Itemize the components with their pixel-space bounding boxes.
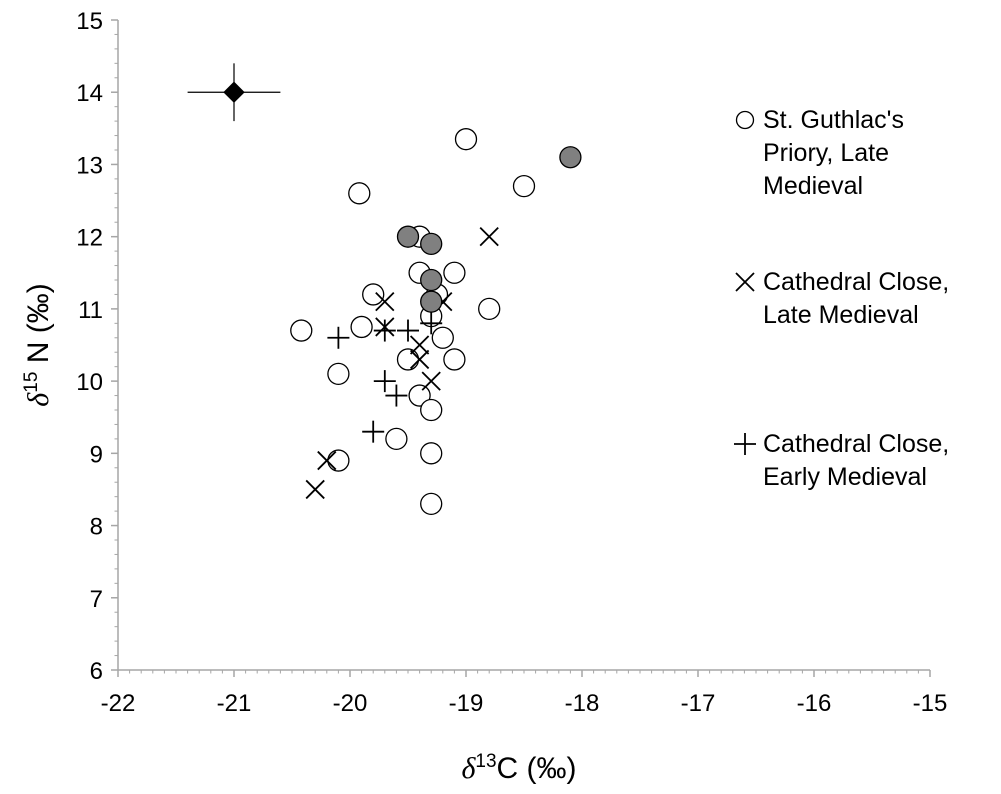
data-point <box>409 349 430 370</box>
x-stroke <box>735 272 755 292</box>
x-tick-label: -21 <box>217 690 252 717</box>
y-tick-label: 7 <box>90 586 103 613</box>
y-tick-label: 11 <box>78 297 103 324</box>
data-point <box>350 315 373 339</box>
x-stroke <box>317 450 337 471</box>
y-tick-label: 12 <box>76 225 103 252</box>
x-axis-title: δ13C (‰) <box>461 751 576 785</box>
x-tick-label: -19 <box>449 690 484 717</box>
data-point <box>559 146 582 169</box>
legend-label: Early Medieval <box>763 463 927 491</box>
data-point <box>375 292 395 312</box>
legend-label: St. Guthlac's <box>763 106 904 134</box>
legend-label: Cathedral Close, <box>763 268 949 296</box>
x-stroke <box>375 292 395 312</box>
data-point <box>385 427 408 451</box>
data-point <box>327 449 350 472</box>
x-stroke <box>409 349 430 370</box>
x-tick-label: -18 <box>565 690 600 717</box>
data-point <box>420 398 443 422</box>
legend: St. Guthlac's Priory, Late Medieval Cathedr… <box>734 106 949 491</box>
data-point <box>443 348 466 371</box>
data-point <box>421 371 441 391</box>
data-point <box>454 128 478 151</box>
axes: -22 -21 -20 -19 -18 -17 -16 -15 6 7 8 9 10 11 12 13 14 15 <box>76 8 947 717</box>
y-axis-title: δ15 N (‰) <box>21 283 55 406</box>
series-diamond-filled <box>187 63 281 122</box>
y-tick-label: 10 <box>76 369 103 396</box>
legend-label: Cathedral Close, <box>763 430 949 458</box>
x-tick-label: -17 <box>681 690 716 717</box>
data-point <box>373 319 396 342</box>
x-tick-label: -22 <box>101 690 136 717</box>
data-point <box>420 290 443 313</box>
legend-entry: Cathedral Close, Late Medieval <box>735 268 949 329</box>
data-point <box>420 232 443 256</box>
data-point <box>396 225 420 248</box>
x-tick-label: -15 <box>913 690 948 717</box>
data-point <box>327 362 350 386</box>
data-point <box>385 384 408 407</box>
data-point <box>408 384 431 407</box>
legend-marker <box>735 272 755 292</box>
data-point <box>223 81 245 103</box>
x-stroke <box>421 371 441 391</box>
legend-label: Late Medieval <box>763 301 919 329</box>
data-point <box>348 182 371 205</box>
data-point <box>420 268 443 292</box>
legend-entry: Cathedral Close, Early Medieval <box>734 430 949 491</box>
data-marks <box>187 63 582 516</box>
data-point <box>420 492 443 516</box>
legend-marker <box>735 110 755 130</box>
legend-label: Medieval <box>763 172 863 200</box>
data-point <box>409 335 430 355</box>
data-point <box>290 319 313 342</box>
data-point <box>420 442 443 465</box>
y-tick-label: 6 <box>90 658 103 685</box>
legend-entry: St. Guthlac's Priory, Late Medieval <box>735 106 904 200</box>
series-circle-open <box>290 128 536 516</box>
data-point <box>443 261 466 284</box>
x-stroke <box>479 227 499 247</box>
data-point <box>396 348 420 371</box>
y-tick-label: 14 <box>76 80 103 107</box>
data-point <box>305 479 325 500</box>
series-plus <box>327 312 443 443</box>
data-point <box>512 174 536 198</box>
y-tick-label: 9 <box>90 441 103 468</box>
data-point <box>362 283 385 306</box>
y-tick-label: 15 <box>76 8 103 35</box>
data-point <box>431 326 454 349</box>
series-circle-filled <box>396 146 582 313</box>
data-point <box>420 312 443 335</box>
data-point <box>397 319 419 342</box>
x-stroke <box>409 335 430 355</box>
y-tick-label: 13 <box>76 152 103 179</box>
legend-marker <box>734 433 756 455</box>
x-stroke <box>305 479 325 500</box>
y-tick-label: 8 <box>90 514 103 541</box>
data-point <box>327 326 350 349</box>
legend-label: Priory, Late <box>763 139 889 167</box>
data-point <box>478 297 501 321</box>
data-point <box>373 370 396 393</box>
x-tick-label: -16 <box>797 690 832 717</box>
x-tick-label: -20 <box>333 690 368 717</box>
data-point <box>479 227 499 247</box>
data-point <box>317 450 337 471</box>
data-point <box>362 420 385 443</box>
